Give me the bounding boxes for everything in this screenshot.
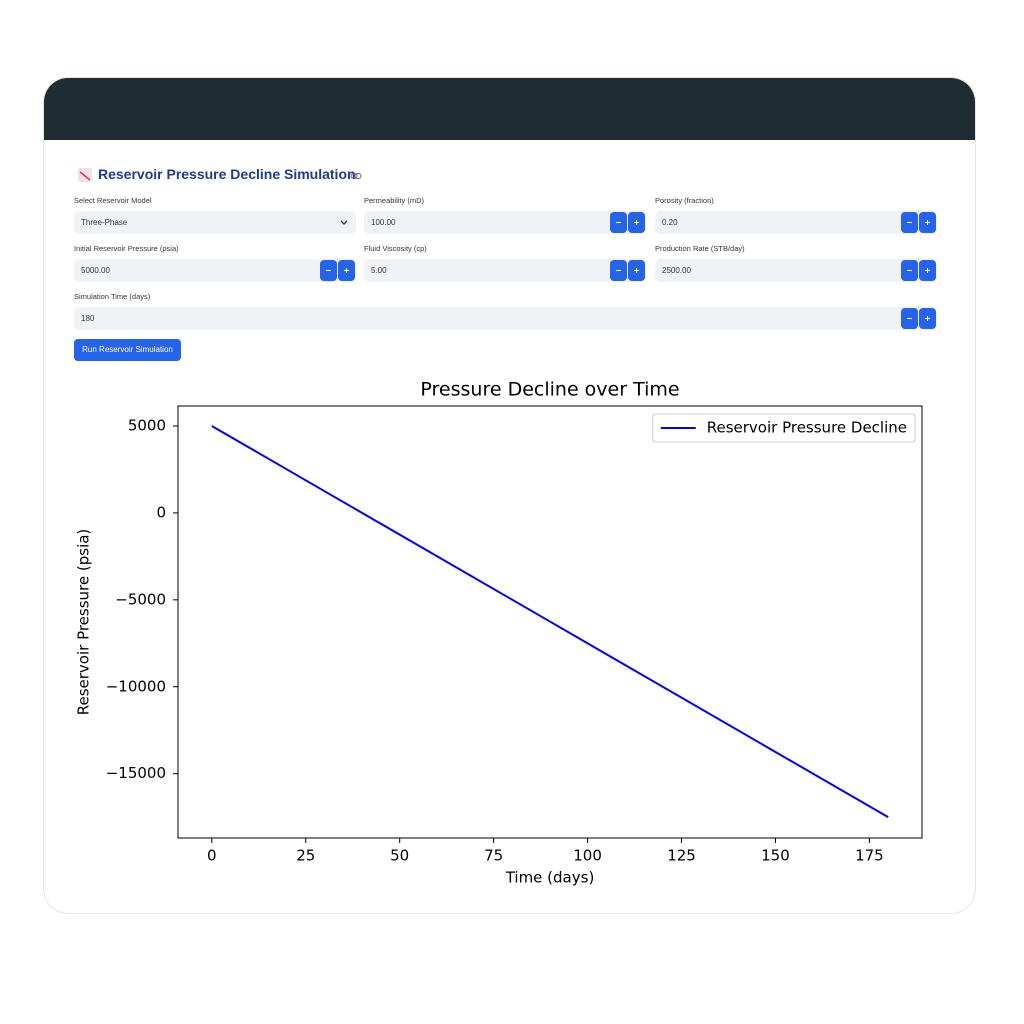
series-line: [211, 425, 889, 819]
stepper-minus[interactable]: [610, 260, 627, 281]
stepper-plus[interactable]: [628, 212, 645, 233]
stepper-minus[interactable]: [901, 212, 918, 233]
x-tick-label: 50: [390, 847, 409, 865]
y-axis-label: Reservoir Pressure (psia): [75, 529, 93, 716]
stepper-minus[interactable]: [610, 212, 627, 233]
chart-title: Pressure Decline over Time: [420, 379, 679, 401]
run-button[interactable]: Run Reservoir Simulation: [74, 339, 181, 361]
field-value: 5000.00: [81, 266, 110, 275]
field-label: Porosity (fraction): [655, 196, 714, 205]
legend-label: Reservoir Pressure Decline: [707, 419, 907, 437]
field-value: 100.00: [371, 218, 396, 227]
number-input[interactable]: 0.20: [655, 211, 937, 234]
stepper-plus[interactable]: [919, 260, 936, 281]
number-input[interactable]: 5.00: [364, 259, 646, 282]
legend-box: [652, 413, 916, 443]
page-title: Reservoir Pressure Decline Simulation: [98, 166, 356, 182]
field-label: Production Rate (STB/day): [655, 244, 745, 253]
field-label: Initial Reservoir Pressure (psia): [74, 244, 179, 253]
stepper-minus[interactable]: [901, 260, 918, 281]
plot-frame: [177, 405, 923, 839]
x-tick-label: 150: [761, 847, 790, 865]
app-card: Reservoir Pressure Decline Simulation Se…: [44, 78, 975, 913]
y-tick-label: 0: [156, 503, 166, 521]
x-axis-label: Time (days): [505, 869, 595, 887]
y-tick-label: −15000: [106, 764, 166, 782]
field-value: Three-Phase: [81, 218, 128, 227]
x-tick-label: 100: [573, 847, 602, 865]
stepper-minus[interactable]: [901, 308, 918, 329]
y-tick-label: −5000: [115, 590, 166, 608]
stepper-plus[interactable]: [338, 260, 355, 281]
x-tick-label: 125: [667, 847, 696, 865]
x-tick-label: 75: [484, 847, 503, 865]
stepper-plus[interactable]: [919, 212, 936, 233]
number-input[interactable]: 5000.00: [74, 259, 356, 282]
number-input[interactable]: 2500.00: [655, 259, 937, 282]
field-value: 180: [81, 314, 95, 323]
stepper-minus[interactable]: [320, 260, 337, 281]
number-input[interactable]: 180: [74, 307, 937, 330]
field-label: Simulation Time (days): [74, 292, 151, 301]
field-value: 5.00: [371, 266, 387, 275]
x-tick-label: 25: [296, 847, 315, 865]
link-icon[interactable]: [350, 172, 362, 180]
chart-icon: [78, 168, 92, 182]
field-label: Fluid Viscosity (cp): [364, 244, 427, 253]
field-value: 2500.00: [662, 266, 691, 275]
field-value: 0.20: [662, 218, 678, 227]
field-label: Select Reservoir Model: [74, 196, 152, 205]
chart: Pressure Decline over Time Time (days) Res…: [75, 379, 923, 887]
legend: Reservoir Pressure Decline: [652, 413, 916, 443]
select-input[interactable]: Three-Phase: [74, 211, 356, 234]
top-bar: [44, 78, 975, 140]
y-tick-label: −10000: [106, 677, 166, 695]
stepper-plus[interactable]: [628, 260, 645, 281]
y-tick-label: 5000: [128, 416, 166, 434]
x-tick-label: 175: [855, 847, 884, 865]
field-label: Permeability (mD): [364, 196, 425, 205]
x-tick-label: 0: [207, 847, 217, 865]
chevron: [340, 220, 348, 225]
stepper-plus[interactable]: [919, 308, 936, 329]
number-input[interactable]: 100.00: [364, 211, 646, 234]
